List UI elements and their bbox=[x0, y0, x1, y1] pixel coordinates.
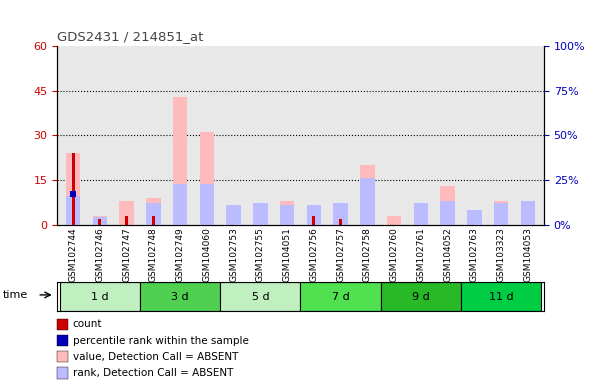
Bar bbox=[307, 213, 321, 225]
Bar bbox=[494, 203, 508, 225]
Bar bbox=[172, 97, 188, 225]
Bar bbox=[93, 217, 107, 225]
Bar bbox=[381, 282, 461, 311]
Bar bbox=[520, 201, 535, 225]
Bar bbox=[467, 210, 482, 225]
Bar bbox=[66, 153, 81, 225]
Bar bbox=[200, 184, 214, 225]
Bar bbox=[119, 201, 134, 225]
Text: count: count bbox=[73, 319, 102, 329]
Bar bbox=[59, 282, 140, 311]
Bar bbox=[441, 186, 455, 225]
Bar bbox=[313, 216, 316, 225]
Text: 7 d: 7 d bbox=[332, 291, 350, 302]
Bar bbox=[200, 132, 214, 225]
Bar bbox=[226, 213, 241, 225]
Bar bbox=[172, 184, 188, 225]
Text: 9 d: 9 d bbox=[412, 291, 430, 302]
Text: value, Detection Call = ABSENT: value, Detection Call = ABSENT bbox=[73, 352, 238, 362]
Text: percentile rank within the sample: percentile rank within the sample bbox=[73, 336, 249, 346]
Bar bbox=[66, 196, 81, 225]
Bar bbox=[334, 204, 348, 225]
Bar bbox=[140, 282, 220, 311]
Bar bbox=[99, 219, 102, 225]
Bar bbox=[461, 282, 542, 311]
Bar bbox=[339, 219, 342, 225]
Bar bbox=[387, 216, 401, 225]
Text: time: time bbox=[3, 290, 28, 300]
Bar bbox=[125, 216, 128, 225]
Bar bbox=[280, 201, 294, 225]
Text: 1 d: 1 d bbox=[91, 291, 109, 302]
Bar bbox=[467, 210, 482, 225]
Bar bbox=[280, 205, 294, 225]
Bar bbox=[93, 216, 107, 225]
Bar bbox=[146, 198, 160, 225]
Bar bbox=[413, 203, 429, 225]
Bar bbox=[360, 178, 375, 225]
Bar bbox=[226, 205, 241, 225]
Bar bbox=[72, 153, 75, 225]
Bar bbox=[334, 203, 348, 225]
Bar bbox=[253, 204, 267, 225]
Bar bbox=[300, 282, 381, 311]
Text: GDS2431 / 214851_at: GDS2431 / 214851_at bbox=[57, 30, 204, 43]
Text: 11 d: 11 d bbox=[489, 291, 513, 302]
Bar bbox=[520, 202, 535, 225]
Bar bbox=[413, 210, 429, 225]
Bar bbox=[220, 282, 300, 311]
Bar bbox=[494, 201, 508, 225]
Bar bbox=[307, 205, 321, 225]
Text: rank, Detection Call = ABSENT: rank, Detection Call = ABSENT bbox=[73, 368, 233, 378]
Text: 3 d: 3 d bbox=[171, 291, 189, 302]
Bar bbox=[152, 216, 155, 225]
Bar bbox=[146, 203, 160, 225]
Bar bbox=[360, 165, 375, 225]
Bar bbox=[253, 203, 267, 225]
Bar bbox=[441, 202, 455, 225]
Text: 5 d: 5 d bbox=[252, 291, 269, 302]
